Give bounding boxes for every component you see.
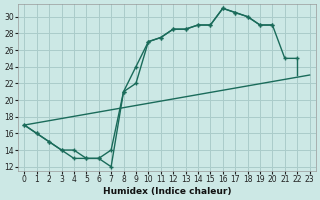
X-axis label: Humidex (Indice chaleur): Humidex (Indice chaleur) [103,187,231,196]
